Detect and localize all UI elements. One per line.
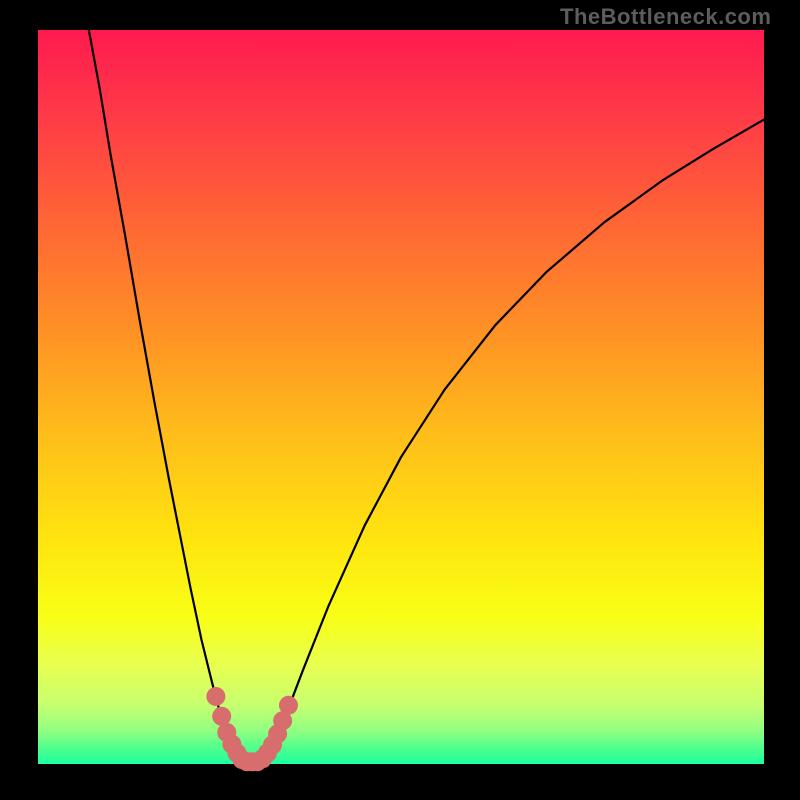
watermark-text: TheBottleneck.com (560, 4, 771, 30)
bottleneck-chart (0, 0, 800, 800)
optimal-marker (279, 696, 298, 715)
optimal-marker (212, 707, 231, 726)
optimal-marker (206, 687, 225, 706)
plot-area-gradient (38, 30, 764, 764)
